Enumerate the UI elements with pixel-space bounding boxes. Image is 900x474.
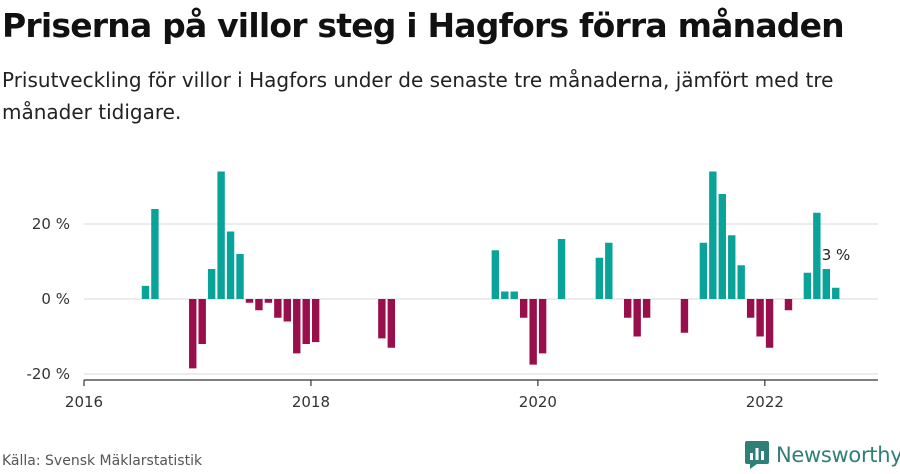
bar	[236, 254, 244, 299]
bar	[207, 269, 216, 299]
bar	[151, 209, 159, 299]
bar	[529, 299, 537, 365]
bar	[803, 272, 812, 299]
bar	[293, 299, 301, 354]
chart-subtitle: Prisutveckling för villor i Hagfors unde…	[2, 68, 834, 124]
x-tick-label: 2016	[65, 393, 103, 411]
bar	[510, 291, 518, 299]
bar	[832, 287, 840, 299]
bar	[633, 299, 641, 337]
y-tick-label: 20 %	[32, 215, 70, 233]
bar	[217, 171, 225, 299]
x-tick-label: 2020	[519, 393, 557, 411]
bar	[728, 235, 736, 299]
bar	[520, 299, 528, 318]
bar	[699, 242, 708, 299]
newsworthy-logo-icon	[745, 441, 769, 469]
bars	[141, 171, 840, 369]
last-value-label: 3 %	[822, 246, 851, 264]
bar	[718, 194, 726, 299]
brand[interactable]: Newsworthy	[744, 440, 900, 470]
bar	[311, 299, 320, 343]
x-axis-ticks: 2016 2018 2020 2022	[65, 380, 784, 411]
grid-lines	[84, 223, 878, 375]
chart-title: Priserna på villor steg i Hagfors förra …	[2, 6, 845, 45]
bar	[245, 299, 254, 303]
bar	[680, 299, 689, 333]
bar	[595, 257, 604, 299]
y-tick-label: -20 %	[26, 365, 70, 383]
y-axis-ticks: -20 % 0 % 20 %	[26, 215, 70, 383]
bar	[491, 250, 500, 299]
bar	[605, 242, 613, 299]
bar	[501, 291, 509, 299]
bar	[274, 299, 282, 318]
bar	[538, 299, 547, 354]
bar	[709, 171, 717, 299]
data-labels: 3 %	[820, 244, 853, 266]
y-tick-label: 0 %	[41, 290, 70, 308]
source-note: Källa: Svensk Mäklarstatistik	[2, 453, 203, 469]
brand-name: Newsworthy	[776, 443, 900, 467]
bar	[784, 299, 793, 311]
bar	[378, 299, 386, 339]
bar	[737, 265, 745, 299]
bar	[822, 269, 830, 299]
bar	[255, 299, 263, 311]
bar	[141, 285, 150, 299]
bar	[642, 299, 651, 318]
bar	[226, 231, 235, 299]
bar	[746, 299, 755, 318]
bar	[624, 299, 632, 318]
bar	[189, 299, 197, 369]
x-tick-label: 2022	[746, 393, 784, 411]
bar	[302, 299, 310, 344]
bar	[756, 299, 764, 337]
bar	[283, 299, 292, 322]
bar	[387, 299, 396, 348]
bar	[765, 299, 774, 348]
bar	[813, 212, 821, 299]
bar	[198, 299, 206, 344]
bar	[264, 299, 273, 303]
x-tick-label: 2018	[292, 393, 330, 411]
bar	[557, 239, 566, 299]
